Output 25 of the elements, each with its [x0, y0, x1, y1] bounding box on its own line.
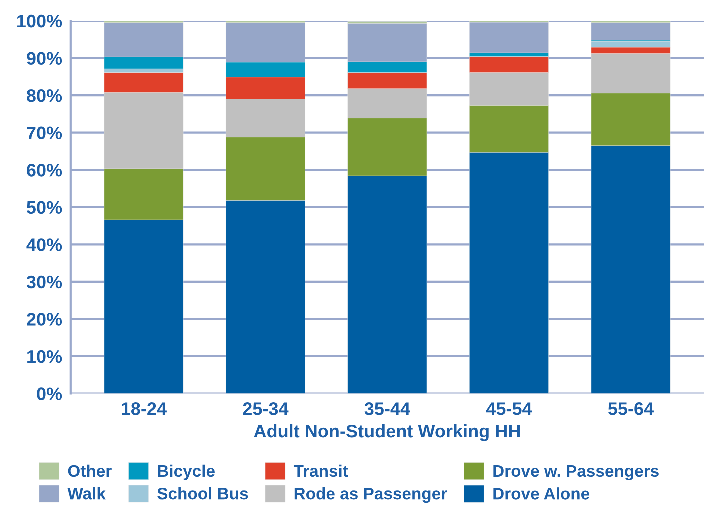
legend-label: Drove w. Passengers — [494, 466, 659, 480]
x-tick-label: 55-64 — [608, 402, 654, 416]
legend-label: Transit — [294, 464, 348, 478]
legend-label: School Bus — [158, 488, 248, 500]
y-tick-label: 0% — [37, 388, 62, 400]
y-tick-label: 80% — [27, 89, 62, 102]
y-tick-label: 50% — [26, 201, 62, 214]
y-tick-label: 40% — [26, 238, 62, 252]
legend-label: Rode as Passenger — [294, 488, 448, 504]
y-tick-label: 10% — [28, 350, 62, 364]
y-tick-label: 30% — [26, 276, 62, 289]
y-tick-label: 20% — [27, 313, 62, 326]
legend-label: Bicycle — [158, 464, 215, 480]
legend-label: Walk — [68, 488, 106, 500]
legend-label: Other — [68, 464, 112, 478]
legend-label: Drove Alone — [494, 488, 590, 500]
x-tick-label: 25-34 — [243, 402, 289, 416]
y-tick-label: 90% — [27, 52, 62, 65]
y-tick-label: 100% — [18, 14, 62, 28]
x-tick-label: 45-54 — [486, 402, 532, 416]
x-axis-title: Adult Non-Student Working HH — [254, 424, 520, 442]
x-tick-label: 35-44 — [364, 402, 410, 416]
y-tick-label: 60% — [27, 164, 62, 177]
y-tick-label: 70% — [27, 126, 62, 140]
x-tick-label: 18-24 — [122, 402, 167, 416]
